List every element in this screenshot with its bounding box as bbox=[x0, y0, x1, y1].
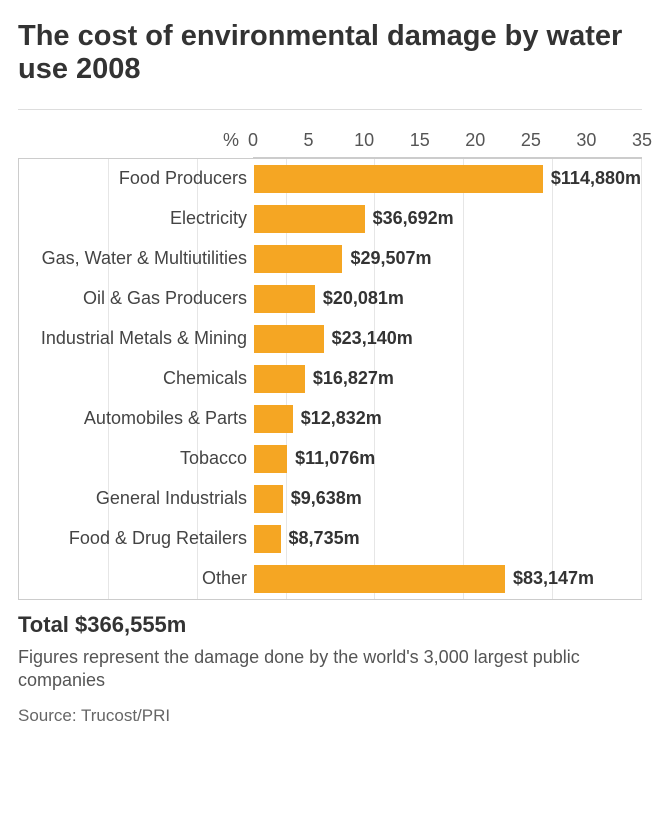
tick-label: 10 bbox=[354, 130, 374, 151]
chart-row: Gas, Water & Multiutilities$29,507m bbox=[254, 239, 641, 279]
chart-row: Food & Drug Retailers$8,735m bbox=[254, 519, 641, 559]
bar bbox=[254, 445, 287, 473]
category-label: Food & Drug Retailers bbox=[19, 528, 247, 549]
value-label: $36,692m bbox=[373, 208, 454, 229]
bar bbox=[254, 365, 305, 393]
chart-row: Oil & Gas Producers$20,081m bbox=[254, 279, 641, 319]
chart-row: Food Producers$114,880m bbox=[254, 159, 641, 199]
gridline bbox=[641, 159, 642, 599]
bar bbox=[254, 405, 293, 433]
bar bbox=[254, 285, 315, 313]
value-label: $83,147m bbox=[513, 568, 594, 589]
chart-row: Chemicals$16,827m bbox=[254, 359, 641, 399]
category-label: Food Producers bbox=[19, 168, 247, 189]
axis-track: 05101520253035 bbox=[253, 130, 642, 158]
value-label: $12,832m bbox=[301, 408, 382, 429]
value-label: $23,140m bbox=[332, 328, 413, 349]
divider bbox=[18, 109, 642, 110]
tick-label: 25 bbox=[521, 130, 541, 151]
chart-row: Other$83,147m bbox=[254, 559, 641, 599]
category-label: Tobacco bbox=[19, 448, 247, 469]
chart-row: Automobiles & Parts$12,832m bbox=[254, 399, 641, 439]
category-label: Electricity bbox=[19, 208, 247, 229]
category-label: Oil & Gas Producers bbox=[19, 288, 247, 309]
bar bbox=[254, 165, 543, 193]
category-label: General Industrials bbox=[19, 488, 247, 509]
bar bbox=[254, 525, 281, 553]
value-label: $29,507m bbox=[350, 248, 431, 269]
value-label: $16,827m bbox=[313, 368, 394, 389]
tick-label: 5 bbox=[304, 130, 314, 151]
category-label: Industrial Metals & Mining bbox=[19, 328, 247, 349]
chart-row: Industrial Metals & Mining$23,140m bbox=[254, 319, 641, 359]
caption: Figures represent the damage done by the… bbox=[18, 646, 642, 693]
category-label: Automobiles & Parts bbox=[19, 408, 247, 429]
x-axis: % 05101520253035 bbox=[18, 130, 642, 158]
bar bbox=[254, 205, 365, 233]
value-label: $11,076m bbox=[295, 448, 375, 469]
axis-percent-symbol: % bbox=[223, 130, 239, 151]
bar bbox=[254, 485, 283, 513]
value-label: $9,638m bbox=[291, 488, 362, 509]
tick-label: 20 bbox=[465, 130, 485, 151]
value-label: $20,081m bbox=[323, 288, 404, 309]
category-label: Gas, Water & Multiutilities bbox=[19, 248, 247, 269]
category-label: Chemicals bbox=[19, 368, 247, 389]
tick-label: 0 bbox=[248, 130, 258, 151]
chart-row: Electricity$36,692m bbox=[254, 199, 641, 239]
bar bbox=[254, 245, 342, 273]
chart-row: Tobacco$11,076m bbox=[254, 439, 641, 479]
category-label: Other bbox=[19, 568, 247, 589]
chart: % 05101520253035 Food Producers$114,880m… bbox=[18, 130, 642, 600]
bar bbox=[254, 325, 324, 353]
chart-title: The cost of environmental damage by wate… bbox=[18, 20, 642, 87]
value-label: $8,735m bbox=[289, 528, 360, 549]
plot-area: Food Producers$114,880mElectricity$36,69… bbox=[18, 158, 642, 600]
bar bbox=[254, 565, 505, 593]
tick-label: 30 bbox=[576, 130, 596, 151]
total-label: Total $366,555m bbox=[18, 612, 642, 638]
source: Source: Trucost/PRI bbox=[18, 706, 642, 726]
tick-label: 35 bbox=[632, 130, 652, 151]
chart-container: The cost of environmental damage by wate… bbox=[0, 0, 660, 744]
value-label: $114,880m bbox=[551, 168, 641, 189]
chart-row: General Industrials$9,638m bbox=[254, 479, 641, 519]
tick-label: 15 bbox=[410, 130, 430, 151]
